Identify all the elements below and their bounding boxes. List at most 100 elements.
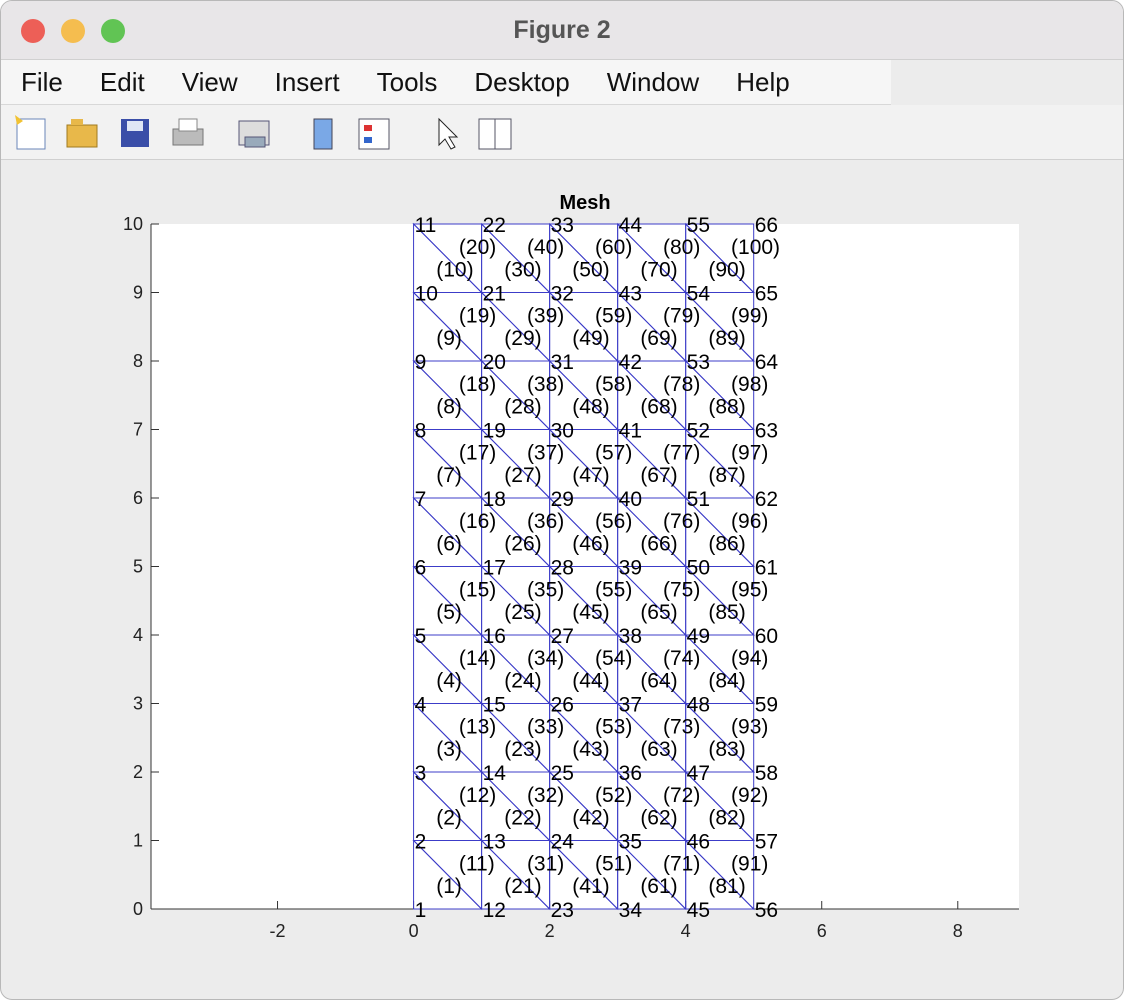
node-label: 54: [687, 283, 711, 306]
node-label: 20: [483, 351, 506, 374]
node-label: 45: [687, 899, 710, 922]
element-label: (40): [527, 236, 564, 259]
element-label: (3): [436, 738, 462, 761]
element-label: (96): [731, 510, 768, 533]
element-label: (76): [663, 510, 700, 533]
legend-button[interactable]: [358, 118, 390, 150]
menu-item[interactable]: View: [181, 66, 238, 97]
element-label: (26): [504, 533, 541, 556]
element-label: (16): [459, 510, 496, 533]
element-label: (23): [504, 738, 541, 761]
mesh-element: [684, 634, 755, 705]
element-label: (22): [504, 807, 541, 830]
element-label: (94): [731, 647, 768, 670]
element-label: (75): [663, 578, 700, 601]
colorbar-button[interactable]: [313, 118, 333, 150]
node-label: 25: [551, 762, 574, 785]
element-label: (31): [527, 852, 564, 875]
node-label: 44: [619, 214, 643, 237]
element-label: (41): [572, 875, 609, 898]
y-tick-label: 6: [133, 488, 143, 508]
element-label: (19): [459, 304, 496, 327]
element-label: (90): [708, 259, 745, 282]
y-tick-label: 0: [133, 899, 143, 919]
menu-item[interactable]: File: [21, 66, 63, 97]
mesh-element: [684, 497, 755, 568]
mesh-element: [684, 292, 755, 363]
node-label: 61: [755, 557, 778, 580]
property-editor-button[interactable]: [478, 118, 512, 150]
node-label: 15: [483, 694, 506, 717]
menu-item[interactable]: Edit: [99, 66, 145, 97]
close-button[interactable]: [21, 19, 45, 43]
y-tick-label: 7: [133, 420, 143, 440]
element-label: (12): [459, 784, 496, 807]
node-label: 22: [483, 214, 506, 237]
element-label: (42): [572, 807, 609, 830]
menu-item[interactable]: Tools: [376, 66, 438, 97]
node-label: 4: [415, 694, 427, 717]
node-label: 60: [755, 625, 778, 648]
node-label: 26: [551, 694, 574, 717]
x-tick-label: -2: [270, 921, 286, 941]
element-label: (81): [708, 875, 745, 898]
node-label: 6: [415, 557, 427, 580]
x-tick-label: 4: [681, 921, 691, 941]
y-tick-label: 9: [133, 283, 143, 303]
element-label: (10): [436, 259, 473, 282]
element-label: (51): [595, 852, 632, 875]
node-label: 52: [687, 420, 710, 443]
element-label: (14): [459, 647, 496, 670]
minimize-button[interactable]: [61, 19, 85, 43]
mesh-element: [684, 771, 755, 842]
element-label: (54): [595, 647, 632, 670]
element-label: (11): [459, 852, 495, 875]
element-label: (45): [572, 601, 609, 624]
zoom-button[interactable]: [101, 19, 125, 43]
element-label: (98): [731, 373, 768, 396]
print-button[interactable]: [172, 118, 204, 146]
edit-plot-button[interactable]: [438, 117, 459, 150]
node-label: 31: [551, 351, 574, 374]
menu-item[interactable]: Desktop: [474, 66, 570, 97]
new-figure-button[interactable]: [15, 115, 46, 150]
element-label: (65): [640, 601, 677, 624]
save-button[interactable]: [121, 119, 149, 147]
element-label: (66): [640, 533, 677, 556]
node-label: 51: [687, 488, 710, 511]
node-label: 16: [483, 625, 506, 648]
chart-title: Mesh: [559, 192, 610, 214]
node-label: 37: [619, 694, 642, 717]
node-label: 33: [551, 214, 574, 237]
node-label: 2: [415, 831, 427, 854]
element-label: (82): [708, 807, 745, 830]
element-label: (6): [436, 533, 462, 556]
element-label: (59): [595, 304, 632, 327]
menu-item[interactable]: Window: [606, 66, 700, 97]
element-label: (17): [459, 441, 496, 464]
element-label: (99): [731, 304, 768, 327]
element-label: (35): [527, 578, 564, 601]
element-label: (89): [708, 327, 745, 350]
y-tick-label: 5: [133, 557, 143, 577]
mesh-element: [684, 360, 755, 431]
node-label: 43: [619, 283, 642, 306]
element-label: (78): [663, 373, 700, 396]
element-label: (34): [527, 647, 564, 670]
link-button[interactable]: [238, 120, 270, 148]
element-label: (38): [527, 373, 564, 396]
node-label: 29: [551, 488, 574, 511]
open-button[interactable]: [66, 119, 98, 148]
element-label: (92): [731, 784, 768, 807]
element-label: (25): [504, 601, 541, 624]
x-tick-label: 6: [817, 921, 827, 941]
node-label: 47: [687, 762, 710, 785]
element-label: (43): [572, 738, 609, 761]
element-label: (85): [708, 601, 745, 624]
mesh-element: [684, 703, 755, 774]
element-label: (30): [504, 259, 541, 282]
element-label: (73): [663, 715, 700, 738]
node-label: 23: [551, 899, 574, 922]
menu-item[interactable]: Insert: [274, 66, 340, 97]
menu-item[interactable]: Help: [736, 66, 790, 97]
